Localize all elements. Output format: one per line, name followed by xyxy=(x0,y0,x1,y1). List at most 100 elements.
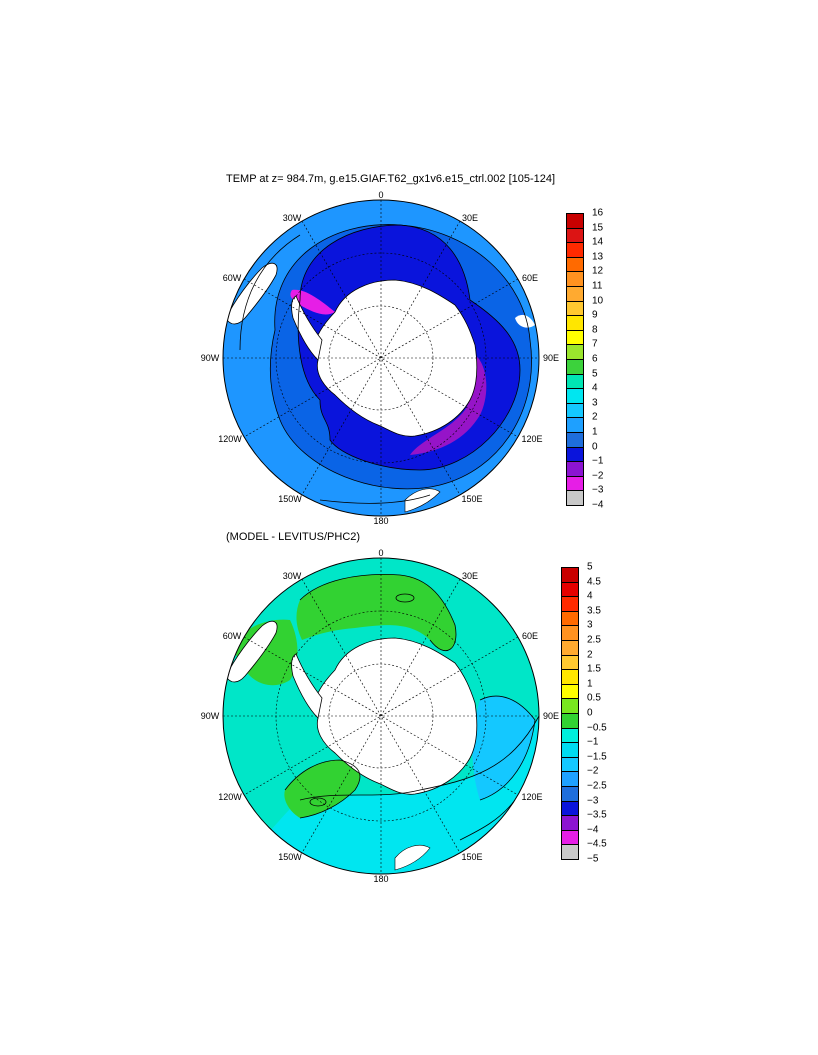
bottom-colorbar-swatch xyxy=(561,771,579,787)
bottom-colorbar-tick-label: 3.5 xyxy=(587,605,601,617)
bottom-colorbar-swatch xyxy=(561,610,579,627)
bottom-positive-north xyxy=(296,574,456,651)
bottom-colorbar-tick-label: 3 xyxy=(587,619,593,631)
bottom-lon-90e: 90E xyxy=(542,711,560,721)
bottom-panel-title: (MODEL - LEVITUS/PHC2) xyxy=(226,531,361,543)
bottom-colorbar-tick-label: 2 xyxy=(587,649,593,661)
bottom-colorbar-tick-label: 0.5 xyxy=(587,692,601,704)
top-colorbar-tick-label: 10 xyxy=(592,295,604,307)
top-colorbar-tick-label: 5 xyxy=(592,368,598,380)
bottom-colorbar-swatch xyxy=(561,581,579,598)
bottom-colorbar-tick-label: −3.5 xyxy=(587,809,607,821)
top-colorbar-tick-label: 6 xyxy=(592,353,598,365)
bottom-lon-150e: 150E xyxy=(461,852,483,862)
bottom-colorbar-tick-label: −0.5 xyxy=(587,722,607,734)
top-nz xyxy=(404,488,441,513)
bottom-colorbar-swatch xyxy=(561,815,579,831)
bottom-colorbar-swatch xyxy=(561,640,579,656)
top-panel-title: TEMP at z= 984.7m, g.e15.GIAF.T62_gx1v6.… xyxy=(226,173,556,185)
bottom-colorbar-swatch xyxy=(561,800,579,817)
bottom-colorbar-swatch xyxy=(561,625,579,641)
bottom-lon-90w: 90W xyxy=(200,711,220,721)
bottom-colorbar-tick-label: −1.5 xyxy=(587,751,607,763)
bottom-colorbar-tick-label: −2.5 xyxy=(587,780,607,792)
top-lon-180: 180 xyxy=(373,516,389,526)
top-colorbar: 16 15 14 13 12 11 10 9 8 7 6 5 4 3 2 1 0 −1 −2 −3 −4 xyxy=(566,208,616,511)
bottom-colorbar-tick-label: 1.5 xyxy=(587,663,601,675)
top-colorbar-tick-label: 7 xyxy=(592,338,598,350)
bottom-colorbar-tick-label: −4.5 xyxy=(587,838,607,850)
bottom-colorbar-swatch xyxy=(561,669,579,685)
bottom-colorbar-tick-label: 5 xyxy=(587,561,593,573)
top-colorbar-tick-label: 2 xyxy=(592,411,598,423)
bottom-colorbar-tick-label: −3 xyxy=(587,795,599,807)
top-lon-150e: 150E xyxy=(461,494,483,504)
top-colorbar-tick-label: 3 xyxy=(592,397,598,409)
top-lon-60e: 60E xyxy=(521,273,539,283)
top-lon-60w: 60W xyxy=(222,273,242,283)
top-colorbar-tick-label: 13 xyxy=(592,251,604,263)
top-lon-120e: 120E xyxy=(521,434,543,444)
bottom-colorbar-tick-label: 2.5 xyxy=(587,634,601,646)
top-colorbar-tick-label: 15 xyxy=(592,222,604,234)
top-colorbar-tick-label: 0 xyxy=(592,441,598,453)
top-south-america xyxy=(225,262,278,325)
top-colorbar-tick-label: 8 xyxy=(592,324,598,336)
bottom-colorbar-tick-label: −5 xyxy=(587,853,599,865)
top-lon-120w: 120W xyxy=(218,434,242,444)
bottom-colorbar-swatch xyxy=(561,713,579,729)
top-lon-0: 0 xyxy=(378,190,384,200)
top-colorbar-tick-label: −2 xyxy=(592,470,604,482)
top-colorbar-tick-label: 11 xyxy=(592,280,603,292)
bottom-negative-east xyxy=(472,696,535,800)
bottom-lon-120e: 120E xyxy=(521,792,543,802)
bottom-colorbar-tick-label: 4 xyxy=(587,590,593,602)
bottom-colorbar-swatch xyxy=(561,698,579,714)
bottom-colorbar-tick-label: −1 xyxy=(587,736,599,748)
top-cold-west xyxy=(290,289,335,315)
bottom-colorbar-swatch xyxy=(561,742,579,758)
bottom-lon-0: 0 xyxy=(378,548,384,558)
bottom-colorbar-swatch xyxy=(561,727,579,744)
top-africa-edge xyxy=(515,314,535,328)
bottom-colorbar-swatch xyxy=(561,756,579,773)
bottom-colorbar-tick-label: 4.5 xyxy=(587,576,601,588)
bottom-lon-30e: 30E xyxy=(461,571,479,581)
bottom-lon-60w: 60W xyxy=(222,631,242,641)
bottom-south-america xyxy=(225,620,278,683)
top-colorbar-tick-label: −3 xyxy=(592,484,604,496)
bottom-positive-sw xyxy=(284,760,360,818)
top-colorbar-tick-label: −4 xyxy=(592,499,604,511)
top-lon-90e: 90E xyxy=(542,353,560,363)
bottom-colorbar-swatch xyxy=(561,844,579,860)
bottom-colorbar: 5 4.5 4 3.5 3 2.5 2 1.5 1 0.5 0 −0.5 −1 −1.5 −2 −2.5 −3 −… xyxy=(561,562,611,865)
bottom-lon-120w: 120W xyxy=(218,792,242,802)
bottom-colorbar-swatch xyxy=(561,829,579,846)
bottom-nz xyxy=(394,845,431,871)
top-colorbar-tick-label: 9 xyxy=(592,309,598,321)
top-colorbar-tick-label: 14 xyxy=(592,236,604,248)
bottom-colorbar-tick-label: −2 xyxy=(587,765,599,777)
bottom-colorbar-tick-label: −4 xyxy=(587,824,599,836)
bottom-colorbar-tick-label: 0 xyxy=(587,707,593,719)
bottom-lon-180: 180 xyxy=(373,874,389,884)
top-colorbar-tick-label: 12 xyxy=(592,265,604,277)
bottom-lon-60e: 60E xyxy=(521,631,539,641)
bottom-colorbar-swatch xyxy=(561,786,579,802)
bottom-colorbar-swatch xyxy=(561,567,579,583)
bottom-lon-150w: 150W xyxy=(278,852,302,862)
bottom-colorbar-tick-label: 1 xyxy=(587,678,593,690)
top-lon-30e: 30E xyxy=(461,213,479,223)
top-lon-90w: 90W xyxy=(200,353,220,363)
top-colorbar-tick-label: −1 xyxy=(592,455,604,467)
top-colorbar-tick-label: 4 xyxy=(592,382,598,394)
top-colorbar-tick-label: 16 xyxy=(592,207,604,219)
top-cold-east xyxy=(410,355,487,455)
top-lon-30w: 30W xyxy=(282,213,302,223)
bottom-colorbar-swatch xyxy=(561,654,579,671)
top-colorbar-swatch xyxy=(566,490,584,506)
bottom-lon-30w: 30W xyxy=(282,571,302,581)
bottom-colorbar-swatch xyxy=(561,683,579,700)
